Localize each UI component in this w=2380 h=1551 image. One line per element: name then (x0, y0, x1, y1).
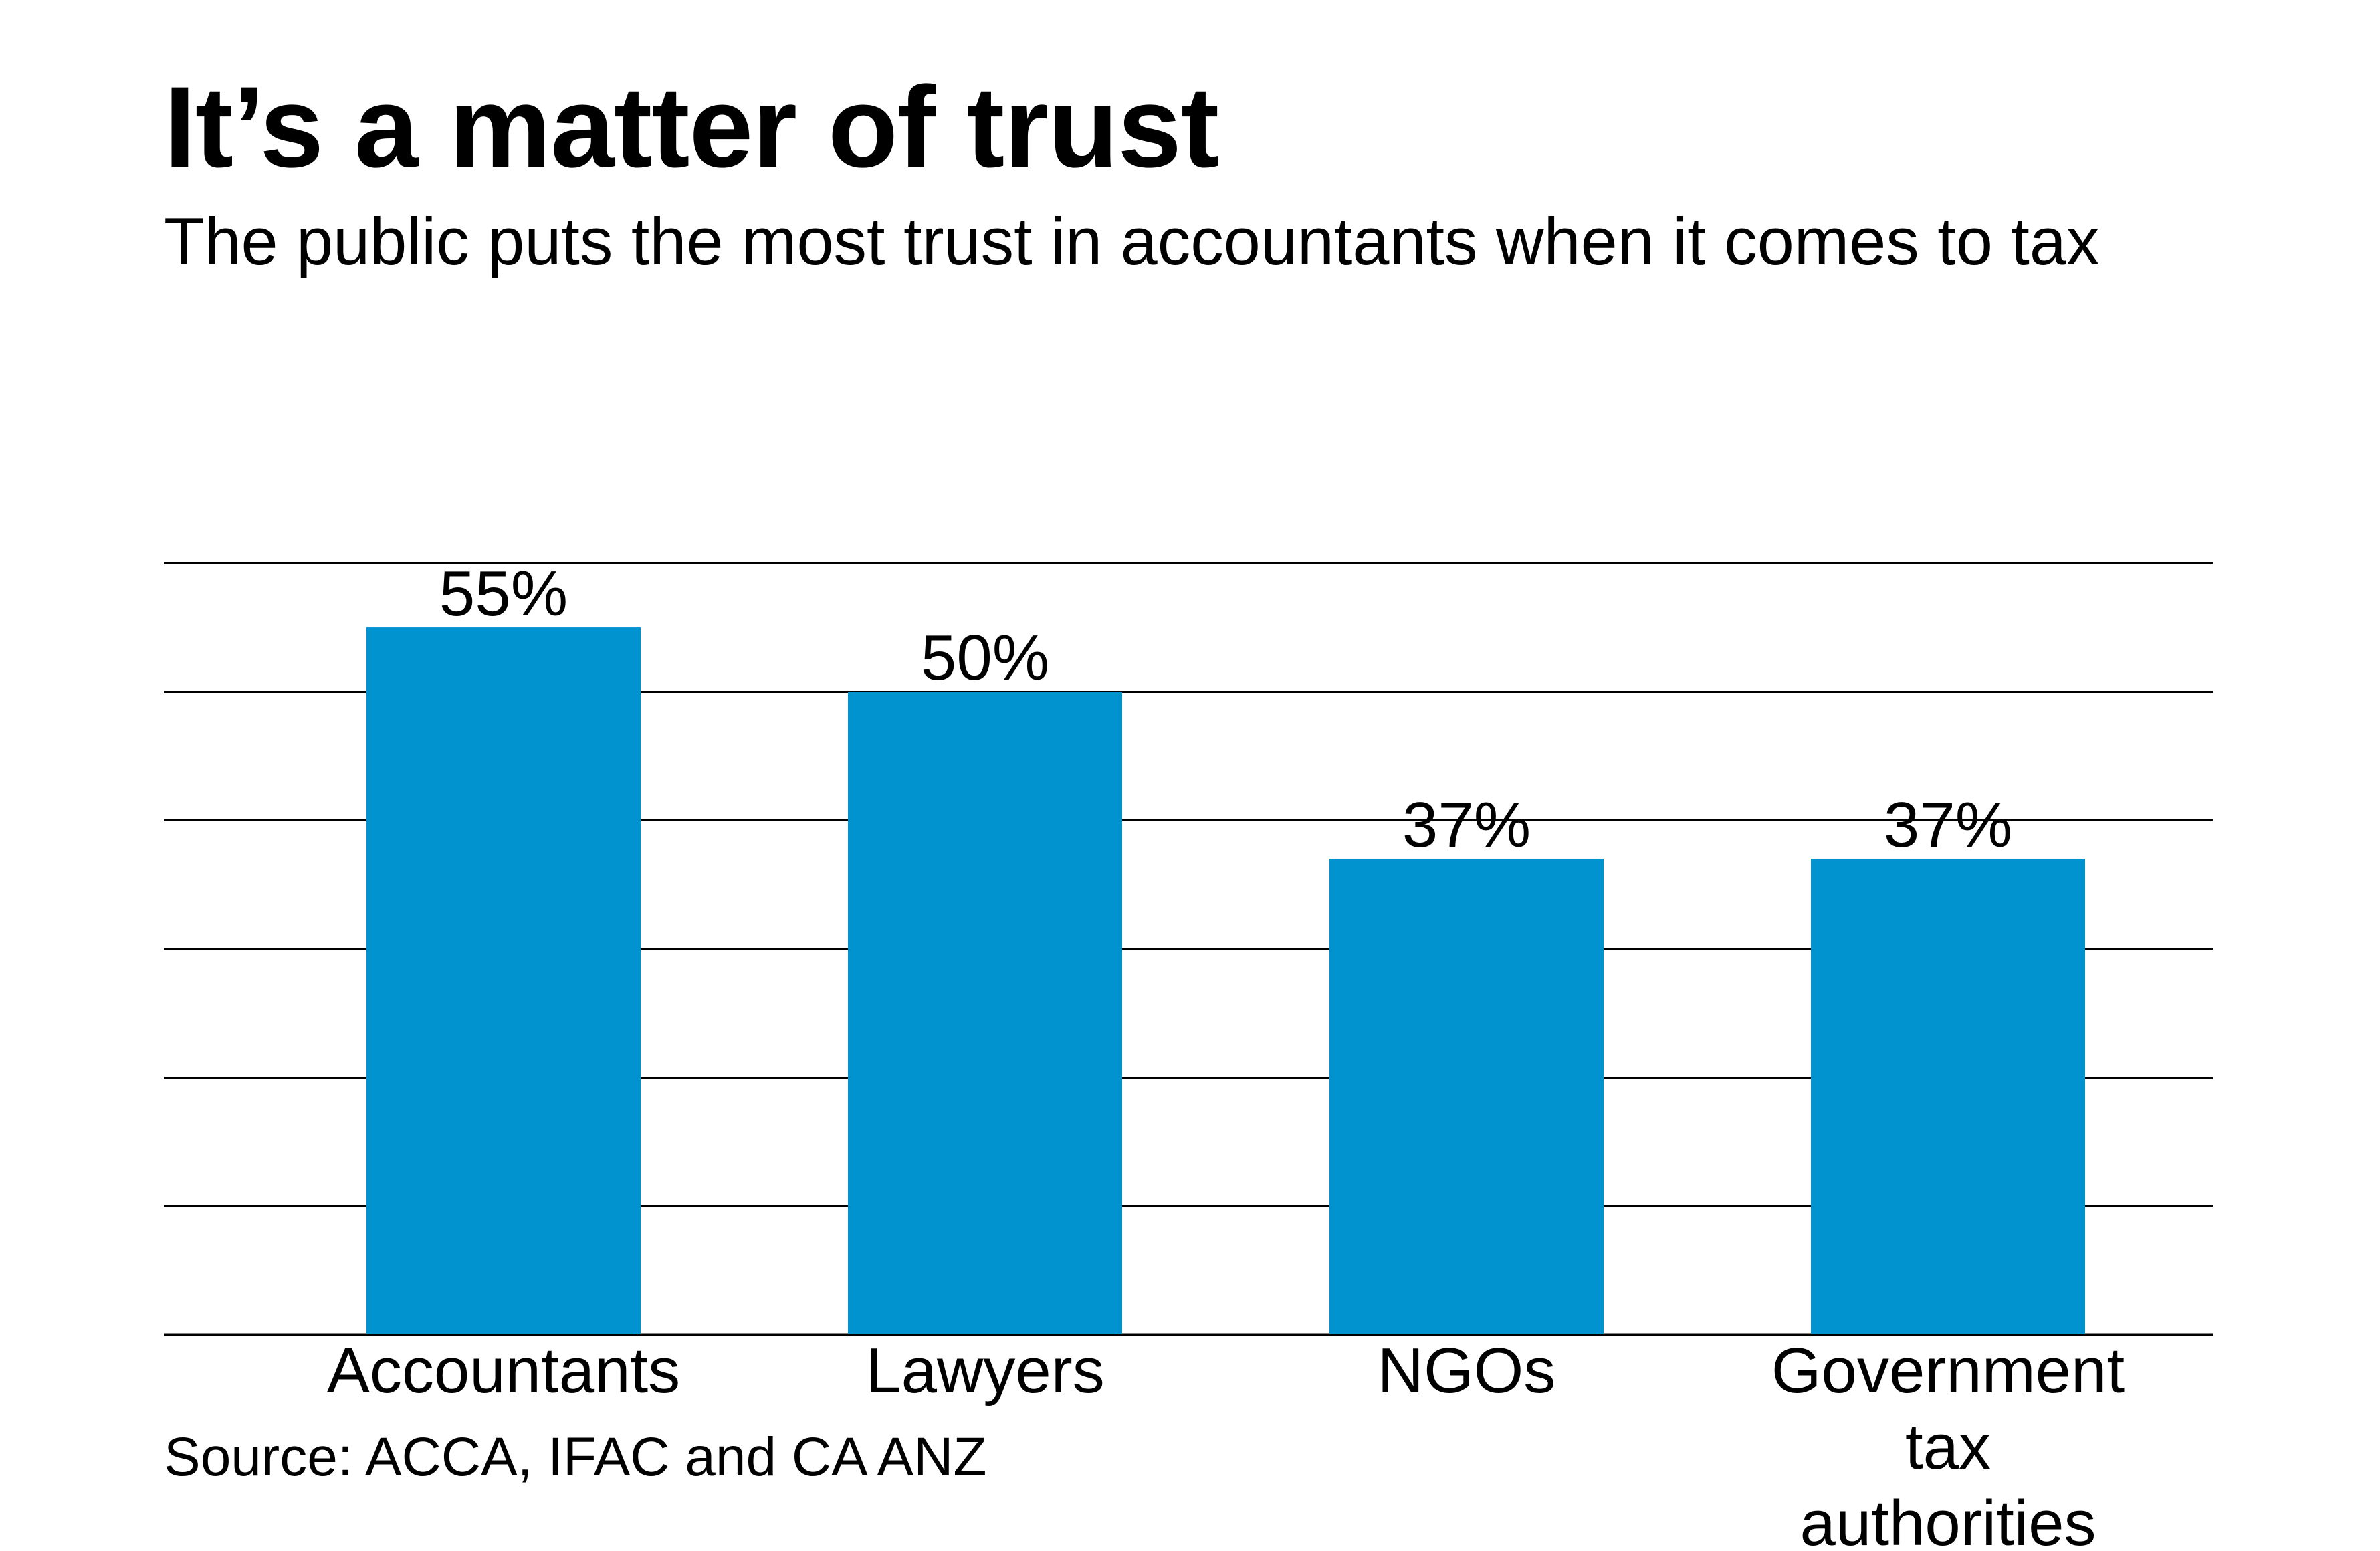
category-label: Accountants (327, 1335, 680, 1407)
value-label: 55% (439, 558, 568, 629)
category-label: NGOs (1378, 1335, 1556, 1407)
category-label-line: Lawyers (865, 1335, 1104, 1407)
bar (366, 627, 641, 1335)
value-label: 37% (1884, 789, 2012, 861)
category-labels: Accountants Lawyers NGOs Government tax autho… (327, 1335, 2125, 1551)
category-label-line: NGOs (1378, 1335, 1556, 1407)
bar (1329, 858, 1604, 1334)
category-label-line: Government (1771, 1335, 2125, 1407)
chart-source: Source: ACCA, IFAC and CA ANZ (164, 1427, 987, 1487)
category-label: Lawyers (865, 1335, 1104, 1407)
category-label: Government tax authorities (1771, 1335, 2125, 1551)
category-label-line: Accountants (327, 1335, 680, 1407)
bar (1811, 858, 2085, 1334)
value-labels: 55% 50% 37% 37% (439, 558, 2012, 861)
bar (848, 692, 1122, 1334)
category-label-line: tax (1905, 1411, 1991, 1483)
bars (366, 627, 2085, 1335)
chart-subtitle: The public puts the most trust in accoun… (164, 204, 2100, 278)
value-label: 50% (921, 622, 1049, 694)
category-label-line: authorities (1800, 1487, 2096, 1551)
chart-title: It’s a matter of trust (164, 63, 1219, 191)
value-label: 37% (1402, 789, 1531, 861)
